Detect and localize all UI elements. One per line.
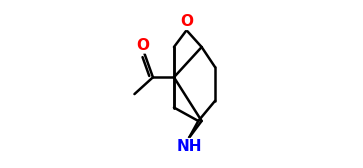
Text: NH: NH bbox=[176, 139, 202, 154]
Text: O: O bbox=[180, 14, 193, 29]
Text: O: O bbox=[136, 38, 149, 53]
